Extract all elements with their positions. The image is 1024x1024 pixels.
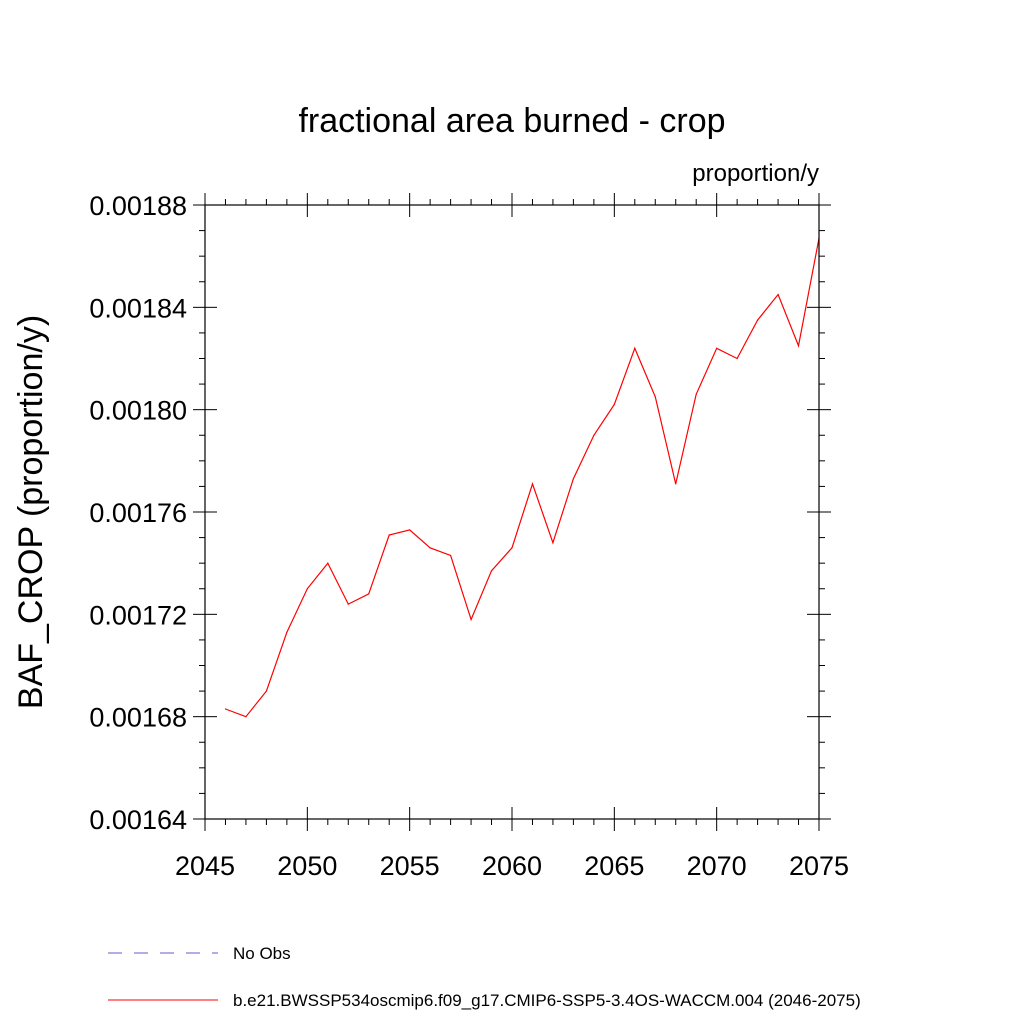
axis-ticks	[193, 193, 831, 831]
plot-frame	[204, 204, 820, 820]
x-tick-label: 2060	[482, 851, 542, 881]
data-point	[716, 347, 718, 349]
x-tick-label: 2065	[584, 851, 644, 881]
data-point	[286, 631, 288, 633]
data-point	[572, 478, 575, 480]
data-point	[347, 603, 349, 605]
y-axis-label: BAF_CROP (proportion/y)	[12, 315, 50, 709]
x-tick-label: 2075	[789, 851, 849, 881]
x-tick-label: 2050	[277, 851, 337, 881]
data-point	[777, 293, 779, 296]
data-point	[675, 483, 677, 485]
data-point	[245, 716, 247, 718]
data-point	[388, 534, 390, 536]
data-point	[695, 393, 697, 395]
x-tick-label: 2045	[175, 851, 235, 881]
legend-label-series: b.e21.BWSSP534oscmip6.f09_g17.CMIP6-SSP5…	[233, 991, 861, 1010]
legend: No Obs b.e21.BWSSP534oscmip6.f09_g17.CMI…	[108, 944, 861, 1010]
data-point	[552, 542, 554, 544]
data-point	[265, 690, 267, 692]
data-point	[593, 434, 595, 436]
y-tick-label: 0.00188	[89, 191, 187, 221]
chart-title: fractional area burned - crop	[298, 102, 725, 140]
data-point	[450, 554, 452, 557]
x-tick-label: 2070	[687, 851, 747, 881]
data-point	[634, 347, 636, 349]
series-line	[225, 238, 820, 718]
data-point	[368, 593, 370, 595]
data-point	[490, 570, 493, 572]
legend-label-no-obs: No Obs	[233, 944, 291, 963]
data-point	[470, 618, 472, 621]
data-point	[511, 547, 513, 549]
data-point	[409, 529, 411, 531]
data-point	[613, 403, 615, 406]
data-point	[531, 483, 534, 485]
data-point	[654, 396, 656, 398]
data-point	[224, 708, 227, 710]
y-tick-label: 0.00184	[89, 293, 187, 323]
y-tick-label: 0.00164	[89, 805, 187, 835]
x-tick-label: 2055	[380, 851, 440, 881]
tick-labels: 2045 2050 2055 2060 2065 2070 2075 0.00164 0.001…	[89, 191, 849, 881]
y-tick-label: 0.00176	[89, 498, 187, 528]
data-point	[327, 562, 329, 564]
data-point	[429, 547, 431, 549]
units-label: proportion/y	[692, 160, 819, 187]
data-series	[224, 237, 820, 718]
y-tick-label: 0.00180	[89, 396, 187, 426]
data-point	[757, 319, 759, 321]
data-point	[306, 588, 308, 590]
y-tick-label: 0.00172	[89, 600, 187, 630]
data-point	[736, 357, 738, 360]
data-point	[797, 345, 800, 347]
y-tick-label: 0.00168	[89, 703, 187, 733]
